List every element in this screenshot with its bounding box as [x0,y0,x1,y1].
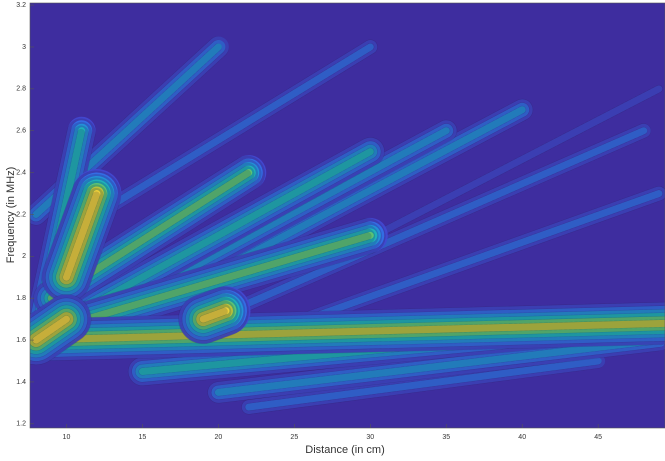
x-tick-label: 45 [594,434,602,441]
x-tick-label: 40 [518,434,526,441]
y-tick-label: 3 [22,44,26,51]
y-tick-label: 1.4 [16,379,26,386]
y-tick-label: 2.2 [16,211,26,218]
x-tick-label: 10 [63,434,71,441]
contour-field [30,35,665,415]
contour-line [32,315,71,345]
contour-band [245,357,602,411]
contour-band [214,336,663,396]
contour-band [30,319,665,344]
plot-frame [29,2,665,429]
y-tick-label: 2.8 [16,86,26,93]
contour-line [62,147,375,324]
contour-line [214,336,663,397]
x-tick-label: 15 [139,434,147,441]
contour-band [184,127,648,334]
y-tick-label: 1.8 [16,295,26,302]
x-tick-label: 25 [290,434,298,441]
x-tick-label: 35 [442,434,450,441]
contour-band [62,148,374,323]
y-tick-label: 3.2 [16,2,26,9]
y-tick-label: 1.2 [16,421,26,428]
x-tick-label: 30 [366,434,374,441]
contour-line [30,319,665,345]
contour-line [62,189,101,282]
contour-band [62,190,101,281]
contour-band [93,43,374,218]
y-tick-label: 2.6 [16,128,26,135]
contour-line [183,126,648,334]
contour-line [244,357,603,412]
contour-line [92,42,375,219]
contour-line [199,306,230,324]
contour-band [199,307,230,323]
x-tick-label: 20 [214,434,222,441]
y-tick-label: 2.4 [16,169,26,176]
x-axis-title: Distance (in cm) [305,444,384,456]
y-axis-title: Frequency (in MHz) [5,167,17,264]
contour-band [32,315,70,344]
y-tick-label: 2 [22,253,26,260]
y-tick-label: 1.6 [16,337,26,344]
